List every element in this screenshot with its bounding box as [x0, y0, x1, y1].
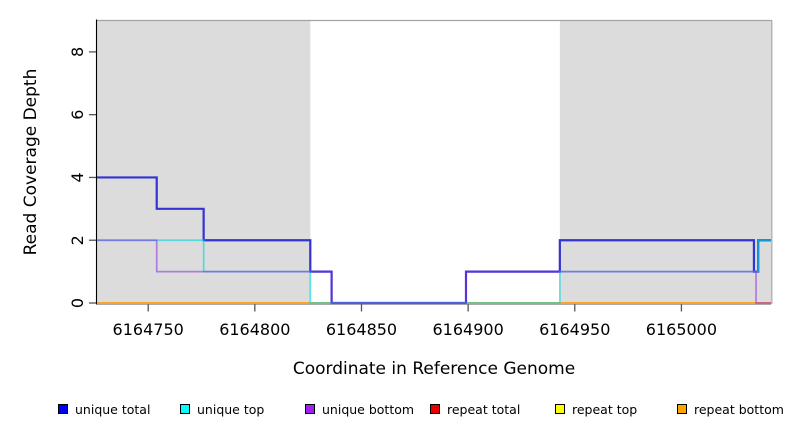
axis-ticks-layer: 6164750 6164800 6164850 6164900 6164950 61650… — [68, 47, 717, 339]
y-tick-label: 0 — [68, 298, 87, 308]
y-tick-label: 6 — [68, 110, 87, 120]
x-tick-label: 6164750 — [113, 320, 184, 339]
repeat-top-swatch-icon — [555, 404, 565, 414]
x-axis-title: Coordinate in Reference Genome — [293, 359, 575, 379]
x-tick-label: 6164900 — [432, 320, 503, 339]
unique-top-swatch-icon — [180, 404, 190, 414]
y-tick-label: 4 — [68, 172, 87, 182]
x-tick-label: 6165000 — [646, 320, 717, 339]
x-tick-label: 6164850 — [326, 320, 397, 339]
unique-bottom-swatch-icon — [305, 404, 315, 414]
x-tick-label: 6164950 — [539, 320, 610, 339]
shaded-region — [559, 20, 771, 303]
legend-item-unique-top: unique top — [180, 399, 264, 419]
shaded-regions-layer — [97, 20, 771, 303]
unique-total-swatch-icon — [58, 404, 68, 414]
legend: unique total unique top unique bottom re… — [0, 399, 792, 421]
y-tick-label: 8 — [68, 47, 87, 57]
series-line-unique-bottom — [97, 239, 771, 304]
series-lines-layer — [97, 176, 771, 305]
legend-label: unique total — [75, 401, 151, 417]
repeat-bottom-swatch-icon — [677, 404, 687, 414]
y-axis-title: Read Coverage Depth — [21, 69, 41, 256]
x-tick-label: 6164800 — [219, 320, 290, 339]
legend-item-repeat-bottom: repeat bottom — [677, 399, 784, 419]
legend-label: repeat total — [447, 401, 521, 417]
plot-frame-layer — [95, 19, 773, 305]
legend-label: repeat top — [572, 401, 638, 417]
legend-item-repeat-top: repeat top — [555, 399, 637, 419]
legend-item-repeat-total: repeat total — [430, 399, 520, 419]
legend-item-unique-bottom: unique bottom — [305, 399, 414, 419]
legend-label: repeat bottom — [694, 401, 784, 417]
y-tick-label: 2 — [68, 235, 87, 245]
repeat-total-swatch-icon — [430, 404, 440, 414]
legend-label: unique bottom — [322, 401, 415, 417]
legend-label: unique top — [197, 401, 265, 417]
legend-item-unique-total: unique total — [58, 399, 150, 419]
